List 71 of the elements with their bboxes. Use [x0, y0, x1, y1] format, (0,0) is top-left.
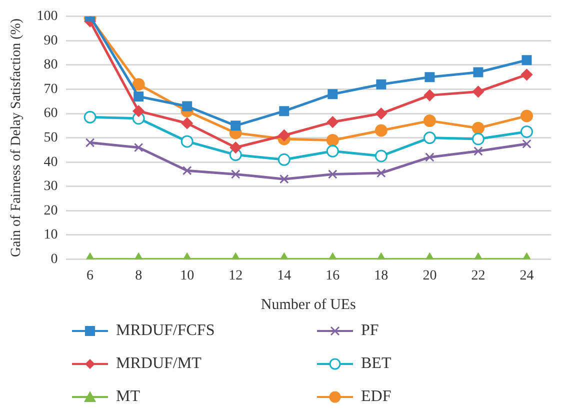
point: [522, 55, 532, 66]
x-tick-label: 22: [471, 268, 486, 284]
x-tick-label: 10: [180, 268, 194, 284]
point: [134, 92, 144, 102]
point: [474, 146, 483, 156]
y-tick-label: 30: [44, 179, 58, 194]
point: [182, 166, 192, 176]
point: [230, 142, 242, 154]
point: [326, 116, 338, 128]
point: [181, 117, 193, 129]
y-tick-label: 20: [44, 203, 58, 218]
y-axis-title: Gain of Fairness of Delay Satisfaction (%): [9, 18, 24, 258]
point: [278, 153, 290, 166]
point: [230, 170, 240, 179]
y-tick-label: 50: [44, 130, 58, 146]
point: [328, 170, 338, 179]
point: [376, 79, 386, 90]
point: [472, 132, 484, 146]
x-axis-title: Number of UEs: [260, 296, 356, 313]
point: [376, 168, 386, 178]
point: [134, 142, 144, 152]
point: [473, 67, 484, 78]
point: [230, 120, 241, 131]
point: [520, 125, 533, 138]
point: [423, 114, 436, 128]
x-tick-label: 6: [86, 268, 94, 284]
x-tick-label: 24: [520, 268, 534, 284]
legend-label: PF: [361, 322, 379, 340]
point: [374, 124, 388, 137]
x-tick-label: 12: [228, 268, 243, 284]
y-tick-label: 100: [36, 9, 58, 24]
legend-label: MRDUF/MT: [116, 354, 202, 372]
legend-label: EDF: [361, 388, 392, 406]
point: [278, 130, 290, 142]
point: [280, 174, 289, 184]
y-tick-label: 80: [44, 58, 58, 73]
point: [180, 135, 194, 148]
point: [328, 89, 338, 100]
y-tick-label: 90: [44, 33, 58, 48]
x-tick-label: 8: [135, 268, 142, 284]
point: [132, 78, 145, 91]
point: [375, 108, 387, 120]
point: [374, 150, 388, 162]
legend-label: BET: [361, 354, 392, 372]
point: [472, 86, 484, 98]
legend-label: MRDUF/FCFS: [116, 322, 215, 340]
point: [182, 101, 192, 112]
point: [84, 110, 96, 124]
point: [85, 138, 95, 148]
point: [326, 134, 339, 146]
point: [279, 106, 290, 116]
y-tick-label: 10: [44, 228, 58, 243]
point: [132, 105, 144, 117]
x-tick-label: 14: [277, 268, 292, 284]
y-tick-label: 0: [50, 252, 58, 267]
point: [424, 72, 435, 82]
point: [425, 152, 434, 162]
point: [423, 132, 436, 144]
x-tick-label: 18: [374, 268, 388, 284]
point: [522, 139, 532, 149]
y-tick-label: 70: [44, 82, 58, 97]
legend-label: MT: [116, 388, 140, 406]
x-tick-label: 16: [326, 268, 340, 284]
point: [472, 122, 484, 134]
point: [326, 144, 339, 158]
y-tick-label: 40: [44, 154, 58, 170]
point: [424, 90, 436, 102]
x-tick-label: 20: [422, 268, 437, 284]
point: [520, 68, 532, 80]
point: [520, 110, 533, 122]
y-tick-label: 60: [44, 106, 58, 122]
